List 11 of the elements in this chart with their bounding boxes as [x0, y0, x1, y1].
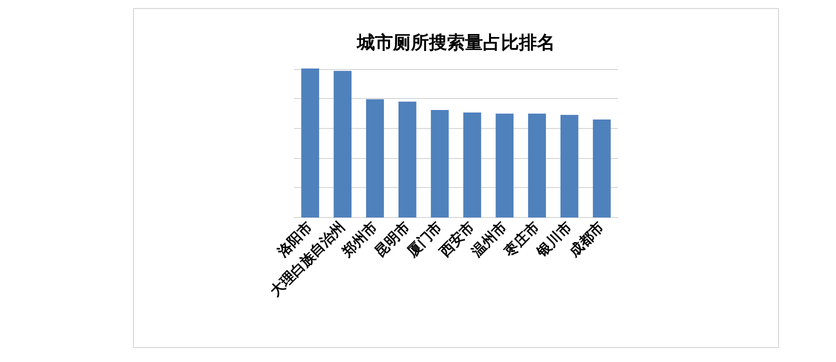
- bar: [301, 68, 320, 218]
- bar: [334, 70, 352, 218]
- bar: [560, 114, 578, 218]
- bar: [592, 120, 611, 218]
- bar: [463, 112, 482, 218]
- chart-title: 城市厕所搜索量占比排名: [356, 32, 555, 54]
- bar: [528, 114, 546, 218]
- bar: [496, 114, 514, 218]
- bar: [366, 99, 384, 218]
- bar: [398, 102, 416, 218]
- bar: [430, 110, 449, 218]
